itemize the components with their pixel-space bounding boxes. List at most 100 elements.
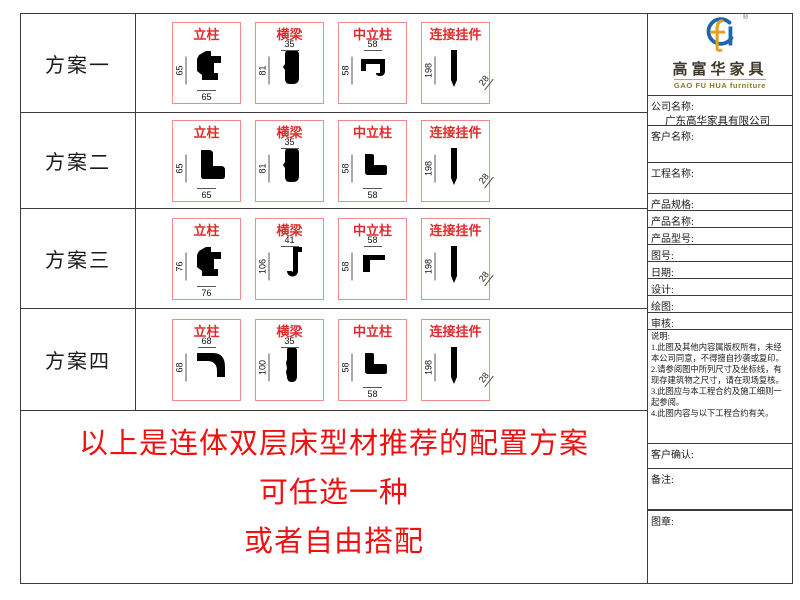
dim-left: 81 (258, 154, 270, 182)
dim-top: 35 (280, 137, 299, 149)
profile-card-beam: 横梁 41 106 (255, 217, 324, 300)
dim-left: 58 (341, 252, 353, 280)
field-product-name: 产品名称: (648, 211, 792, 228)
gfh-logo-icon (706, 17, 734, 52)
dim-left: 58 (341, 353, 353, 381)
profile-title: 中立柱 (352, 222, 392, 238)
dim-left: 106 (258, 252, 270, 280)
profile-title: 横梁 (276, 323, 303, 339)
message-line: 或者自由搭配 (243, 526, 424, 558)
dim-left: 65 (175, 154, 187, 182)
dim-bottom: 65 (173, 187, 240, 200)
profile-title: 横梁 (276, 27, 303, 42)
dim-top: 68 (197, 336, 216, 348)
drawing-sheet-frame: 方案一 立柱 65 65 横梁 35 81 中立柱 (20, 13, 793, 584)
field-project: 工程名称: (648, 163, 792, 194)
notes-section: 说明: 1.此图及其他内容属版权所有，未经本公司同意，不得擅自抄袭或复印。 2.… (648, 330, 792, 444)
field-company: 公司名称: 广东高华家具有限公司 (648, 96, 792, 127)
field-customer-confirm: 客户确认: (648, 444, 792, 469)
profile-card-hanger: 连接挂件 198 28 (421, 119, 494, 202)
scheme-label: 方案二 (21, 113, 136, 208)
profile-cells: 立柱 65 65 横梁 35 81 中立柱 58 58 (136, 14, 647, 112)
dim-left: 198 (424, 56, 436, 85)
profile-title: 连接挂件 (429, 323, 482, 339)
profile-card-midpost: 中立柱 58 58 (338, 318, 407, 401)
dim-bottom: 58 (339, 187, 406, 200)
field-drawing-no: 图号: (648, 245, 792, 262)
profile-card-hanger: 连接挂件 198 28 (421, 217, 494, 300)
table-row: 方案二 立柱 65 65 横梁 35 81 中立柱 58 (21, 113, 647, 209)
dim-left: 198 (424, 154, 436, 182)
scheme-label: 方案四 (21, 309, 136, 410)
profile-title: 中立柱 (352, 124, 392, 140)
profile-card-post: 立柱 65 65 (172, 22, 241, 104)
dim-left: 198 (424, 353, 436, 381)
profile-card-hanger: 连接挂件 198 28 (421, 318, 494, 401)
profile-card-beam: 横梁 35 81 (255, 119, 324, 202)
dim-left: 100 (258, 353, 270, 381)
profile-cells: 立柱 68 68 横梁 35 100 中立柱 58 58 (136, 309, 647, 410)
profile-title: 立柱 (193, 27, 220, 42)
dim-top: 35 (280, 40, 299, 51)
dim-top: 58 (363, 235, 382, 247)
profile-title: 立柱 (193, 222, 220, 238)
dim-left: 68 (175, 353, 187, 381)
field-design: 设计: (648, 279, 792, 296)
brand-name: 高富华家具 (672, 62, 768, 78)
table-row: 方案三 立柱 76 76 横梁 41 106 中立柱 58 (21, 209, 647, 309)
notes-line: 2.请参阅图中所列尺寸及坐标线，有现存建筑物之尺寸，请在现场复核。 (651, 364, 784, 385)
scheme-label: 方案三 (21, 209, 136, 308)
table-row: 方案一 立柱 65 65 横梁 35 81 中立柱 (21, 14, 647, 113)
field-product-model: 产品型号: (648, 228, 792, 245)
dim-left: 198 (424, 252, 436, 280)
profile-card-midpost: 中立柱 58 58 (338, 119, 407, 202)
profile-title: 立柱 (193, 124, 220, 140)
company-logo: ® 高富华家具 GAO FU HUA furniture (648, 14, 792, 96)
profile-title: 连接挂件 (429, 27, 482, 42)
dim-left: 58 (341, 56, 353, 85)
message-line: 可任选一种 (258, 477, 409, 509)
field-remark: 备注: (648, 469, 792, 511)
profile-title: 连接挂件 (429, 222, 482, 238)
profile-title: 中立柱 (352, 323, 392, 339)
profile-title: 横梁 (276, 124, 303, 140)
notes-line: 1.此图及其他内容属版权所有，未经本公司同意，不得擅自抄袭或复印。 (651, 342, 784, 363)
profile-cells: 立柱 65 65 横梁 35 81 中立柱 58 58 (136, 113, 647, 208)
dim-top: 58 (363, 40, 382, 51)
field-label: 公司名称: (651, 102, 694, 113)
notes-line: 3.此图应与本工程合约及施工细则一起参阅。 (651, 386, 782, 407)
field-draft: 绘图: (648, 296, 792, 313)
profile-title: 连接挂件 (429, 124, 482, 140)
dim-bottom: 58 (339, 386, 406, 399)
table-row: 方案四 立柱 68 68 横梁 35 100 中立柱 58 (21, 309, 647, 411)
dim-top: 41 (280, 235, 299, 247)
brand-subtitle: GAO FU HUA furniture (673, 79, 767, 90)
registered-mark: ® (742, 14, 748, 21)
scheme-label: 方案一 (21, 14, 136, 112)
field-customer: 客户名称: (648, 126, 792, 163)
dim-left: 76 (175, 252, 187, 280)
dim-top: 35 (280, 336, 299, 348)
field-date: 日期: (648, 262, 792, 279)
message-line: 以上是连体双层床型材推荐的配置方案 (78, 428, 589, 460)
dim-left: 65 (175, 56, 187, 85)
title-block: ® 高富华家具 GAO FU HUA furniture 公司名称: 广东高华家… (648, 14, 792, 583)
profile-card-post: 立柱 68 68 (172, 318, 241, 401)
dim-bottom: 65 (173, 90, 240, 102)
dim-left: 58 (341, 154, 353, 182)
profile-title: 横梁 (276, 222, 303, 238)
profile-card-beam: 横梁 35 81 (255, 22, 324, 104)
logo-mark: ® (700, 14, 748, 57)
profile-card-hanger: 连接挂件 198 28 (421, 22, 494, 104)
field-value: 广东高华家具有限公司 (665, 116, 770, 127)
profile-title: 中立柱 (352, 27, 392, 42)
field-review: 审核: (648, 313, 792, 330)
notes-line: 4.此图内容与以下工程合约有关。 (651, 408, 774, 418)
profile-card-midpost: 中立柱 58 58 (338, 217, 407, 300)
recommendation-message: 以上是连体双层床型材推荐的配置方案 可任选一种 或者自由搭配 (21, 411, 647, 583)
profile-card-post: 立柱 76 76 (172, 217, 241, 300)
profile-card-post: 立柱 65 65 (172, 119, 241, 202)
profile-title: 立柱 (193, 323, 220, 339)
dim-bottom: 76 (173, 285, 240, 298)
profile-card-beam: 横梁 35 100 (255, 318, 324, 401)
